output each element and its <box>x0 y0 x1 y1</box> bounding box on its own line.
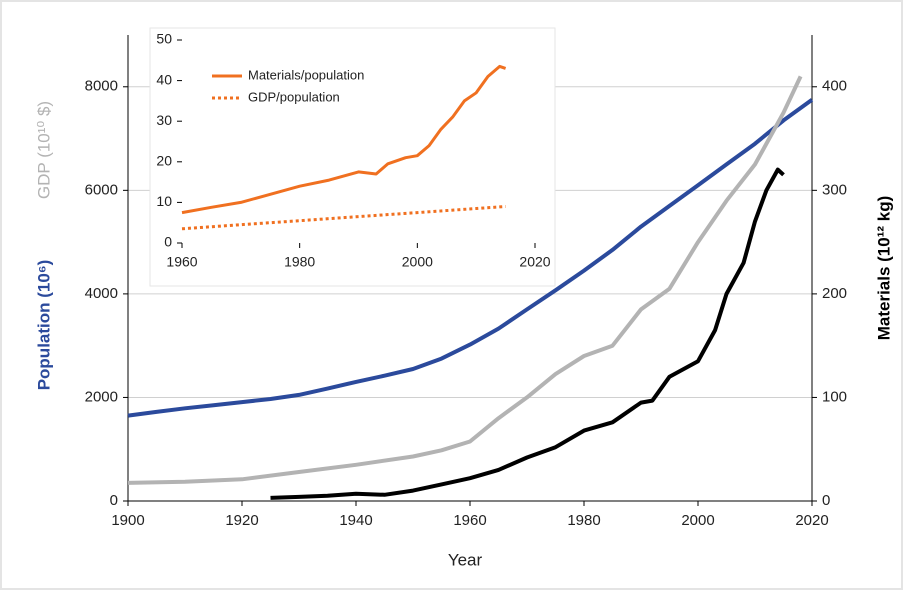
axis-title: Materials (10¹² kg) <box>874 196 893 341</box>
series-line <box>181 205 506 231</box>
inset-panel <box>149 27 556 287</box>
y-tick-label: 20 <box>156 153 172 169</box>
x-tick-label: 1900 <box>111 512 144 529</box>
x-tick-label: 2020 <box>519 254 550 270</box>
x-axis-title: Year <box>448 550 483 569</box>
y2-tick-label: 300 <box>822 181 847 198</box>
y-tick-label: 0 <box>110 492 118 509</box>
y-tick-label: 4000 <box>85 285 118 302</box>
y-tick-label: 8000 <box>85 78 118 95</box>
legend-label: GDP/population <box>248 89 340 104</box>
y2-tick-label: 400 <box>822 78 847 95</box>
y2-tick-label: 100 <box>822 388 847 405</box>
y-tick-label: 10 <box>156 193 172 209</box>
axis-title: Population (10⁶) <box>34 260 53 391</box>
series-line <box>127 75 803 485</box>
x-tick-label: 2020 <box>795 512 828 529</box>
x-tick-label: 1960 <box>453 512 486 529</box>
y2-tick-label: 200 <box>822 285 847 302</box>
series-line <box>127 98 814 418</box>
x-tick-label: 1980 <box>567 512 600 529</box>
x-tick-label: 1940 <box>339 512 372 529</box>
y-tick-label: 0 <box>164 234 172 250</box>
x-tick-label: 1920 <box>225 512 258 529</box>
x-tick-label: 1960 <box>166 254 197 270</box>
series-line <box>181 64 507 215</box>
legend-label: Materials/population <box>248 67 364 82</box>
series-line <box>270 167 785 500</box>
y-tick-label: 50 <box>156 31 172 47</box>
x-tick-label: 1980 <box>284 254 315 270</box>
y-tick-label: 30 <box>156 112 172 128</box>
x-tick-label: 2000 <box>681 512 714 529</box>
y-tick-label: 2000 <box>85 388 118 405</box>
axis-title: GDP (10¹⁰ $) <box>34 101 53 199</box>
y-tick-label: 40 <box>156 71 172 87</box>
x-tick-label: 2000 <box>402 254 433 270</box>
y-tick-label: 6000 <box>85 181 118 198</box>
y2-tick-label: 0 <box>822 492 830 509</box>
